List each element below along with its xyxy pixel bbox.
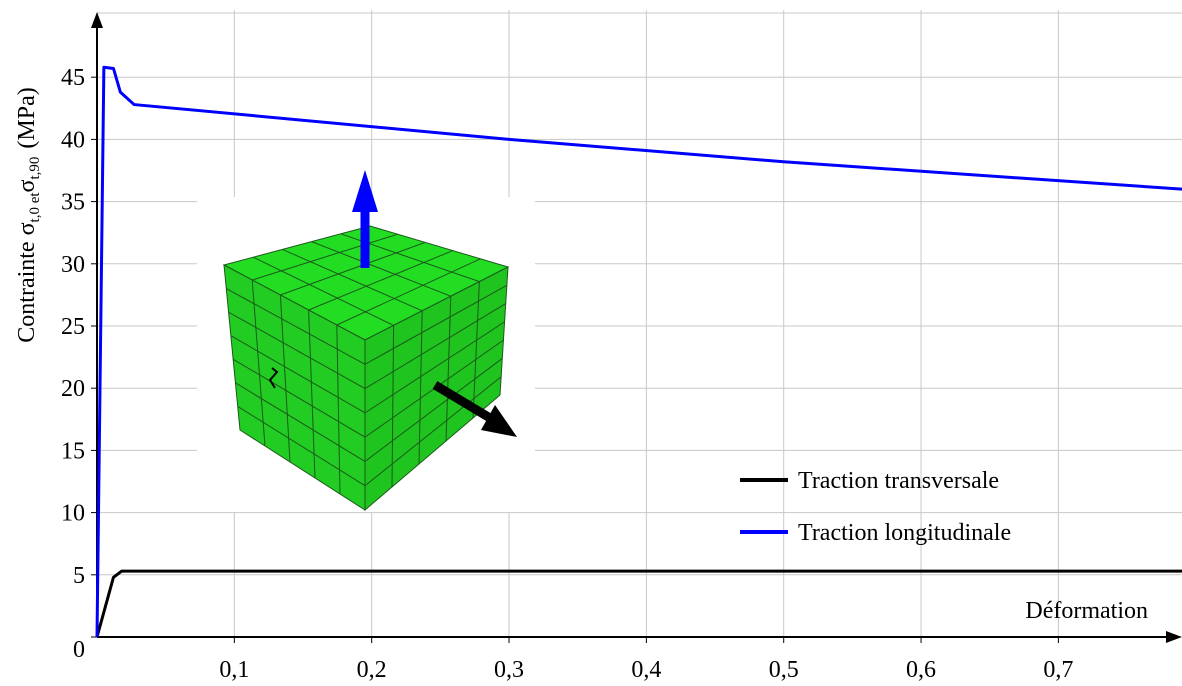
mesh-line	[251, 279, 266, 447]
mesh-line	[336, 258, 481, 326]
x-tick-label: 0,6	[906, 657, 936, 683]
mesh-line	[235, 382, 366, 462]
legend-label: Traction longitudinale	[798, 520, 1011, 546]
mesh-line	[311, 241, 451, 297]
x-tick-label: 0,3	[494, 657, 524, 683]
mesh-line	[280, 241, 426, 296]
y-tick-label: 0	[73, 637, 85, 663]
y-label-part: σ	[14, 179, 40, 192]
mesh-line	[308, 309, 316, 479]
mesh-line	[364, 358, 503, 462]
mesh-line	[230, 335, 366, 414]
mesh-line	[364, 376, 502, 487]
mesh-line	[418, 310, 423, 465]
arrow-side	[432, 381, 493, 422]
arrow-up-head	[352, 170, 378, 212]
mesh-line	[445, 296, 452, 442]
mesh-line	[364, 303, 506, 389]
y-tick-label: 25	[61, 314, 85, 340]
y-label-sub: t,0 et	[27, 192, 43, 223]
x-tick-label: 0,5	[769, 657, 799, 683]
cube-inset	[197, 170, 535, 512]
y-tick-label: 20	[61, 376, 85, 402]
y-label-part: Contrainte σ	[14, 222, 40, 342]
mesh-line	[364, 284, 508, 365]
x-axis-label: Déformation	[1025, 598, 1148, 624]
y-tick-label: 30	[61, 252, 85, 278]
y-tick-label: 15	[61, 438, 85, 464]
y-axis-label: Contrainte σt,0 etσt,90 (MPa)	[14, 87, 43, 342]
x-tick-label: 0,2	[357, 657, 387, 683]
mesh-line	[308, 250, 453, 311]
x-tick-label: 0,7	[1043, 657, 1073, 683]
mesh-line	[237, 406, 366, 487]
mesh-line	[232, 358, 366, 438]
mesh-line	[226, 288, 366, 365]
x-tick-label: 0,1	[219, 657, 249, 683]
mesh-line	[336, 324, 341, 495]
y-label-unit: (MPa)	[14, 87, 40, 148]
data-line	[95, 65, 1182, 638]
mesh-line	[228, 311, 366, 390]
y-tick-label: 5	[73, 563, 85, 589]
mesh	[226, 233, 508, 495]
y-tick-label: 10	[61, 501, 85, 527]
y-tick-label: 35	[61, 190, 85, 216]
arrow-side-head	[481, 405, 517, 437]
mesh-line	[279, 294, 291, 463]
crack-mark	[268, 367, 279, 389]
y-label-sub: t,90	[27, 157, 43, 180]
mesh-line	[252, 233, 398, 281]
y-tick-label: 45	[61, 65, 85, 91]
mesh-line	[472, 281, 480, 419]
mesh-line	[252, 256, 394, 326]
y-axis-arrow	[91, 12, 103, 28]
x-axis-arrow	[1166, 631, 1182, 643]
mesh-line	[364, 321, 505, 414]
mesh-line	[282, 248, 423, 312]
mesh-line	[391, 325, 395, 488]
x-tick-label: 0,4	[631, 657, 661, 683]
legend-label: Traction transversale	[798, 468, 999, 494]
data-line	[95, 569, 1182, 638]
y-tick-label: 40	[61, 127, 85, 153]
